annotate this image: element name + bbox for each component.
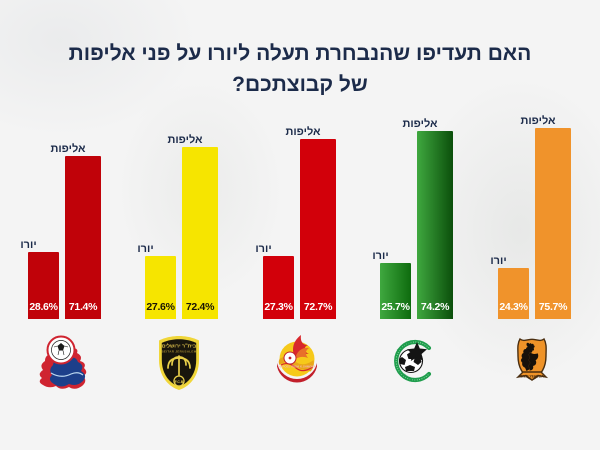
svg-text:HAPOEL IRONI K.SHMONA: HAPOEL IRONI K.SHMONA <box>278 364 316 368</box>
svg-text:בית"ר ירושלים: בית"ר ירושלים <box>162 343 197 350</box>
svg-text:BNEI YEHUDA: BNEI YEHUDA <box>520 374 544 378</box>
svg-text:BEITAR JERUSALEM: BEITAR JERUSALEM <box>161 350 196 354</box>
svg-text:F.C.B: F.C.B <box>175 380 184 384</box>
